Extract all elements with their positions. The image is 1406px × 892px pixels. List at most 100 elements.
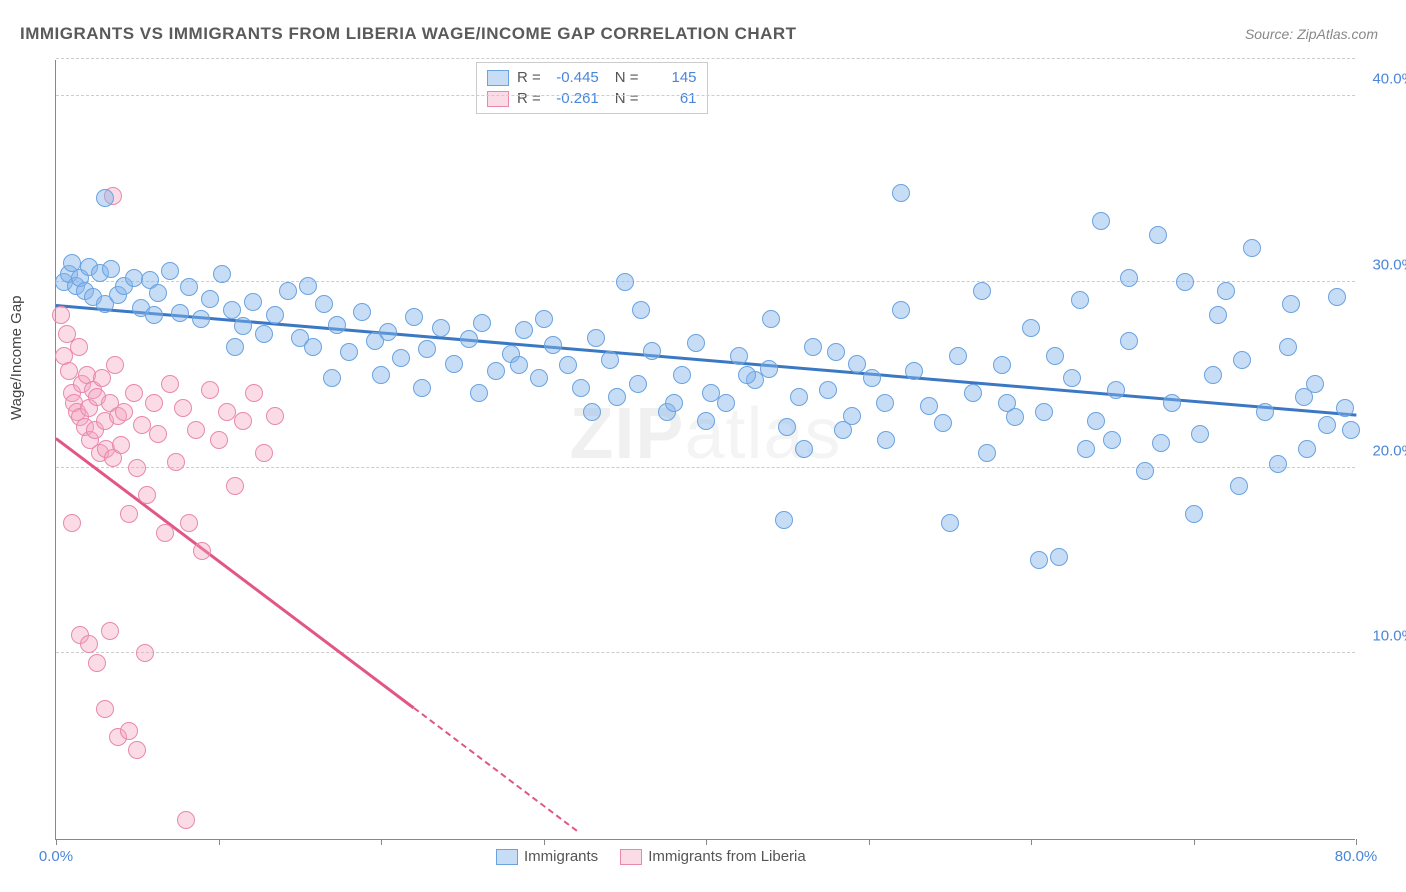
data-point: [70, 338, 88, 356]
data-point: [934, 414, 952, 432]
data-point: [1163, 394, 1181, 412]
data-point: [52, 306, 70, 324]
data-point: [572, 379, 590, 397]
data-point: [544, 336, 562, 354]
data-point: [876, 394, 894, 412]
data-point: [323, 369, 341, 387]
data-point: [827, 343, 845, 361]
data-point: [1306, 375, 1324, 393]
data-point: [372, 366, 390, 384]
data-point: [905, 362, 923, 380]
r-label-1: R =: [517, 90, 541, 107]
xtick: [1194, 839, 1195, 845]
xtick: [1356, 839, 1357, 845]
data-point: [1149, 226, 1167, 244]
data-point: [340, 343, 358, 361]
data-point: [432, 319, 450, 337]
data-point: [266, 407, 284, 425]
data-point: [187, 421, 205, 439]
data-point: [1336, 399, 1354, 417]
data-point: [1087, 412, 1105, 430]
data-point: [941, 514, 959, 532]
source-name: ZipAtlas.com: [1297, 26, 1378, 42]
data-point: [226, 338, 244, 356]
data-point: [1063, 369, 1081, 387]
data-point: [1279, 338, 1297, 356]
data-point: [1230, 477, 1248, 495]
n-label-1: N =: [615, 90, 639, 107]
trendline-dashed: [413, 707, 577, 831]
data-point: [145, 394, 163, 412]
data-point: [279, 282, 297, 300]
data-point: [244, 293, 262, 311]
ytick-label: 30.0%: [1372, 256, 1406, 273]
data-point: [149, 425, 167, 443]
data-point: [473, 314, 491, 332]
data-point: [1328, 288, 1346, 306]
xtick: [869, 839, 870, 845]
data-point: [487, 362, 505, 380]
data-point: [213, 265, 231, 283]
gridline-h: [56, 58, 1355, 59]
data-point: [1050, 548, 1068, 566]
xtick-label: 80.0%: [1335, 848, 1378, 865]
xtick: [1031, 839, 1032, 845]
data-point: [192, 310, 210, 328]
swatch-immigrants-bottom: [496, 849, 518, 865]
data-point: [1107, 381, 1125, 399]
data-point: [133, 416, 151, 434]
n-value-1: 61: [647, 90, 697, 107]
swatch-liberia-bottom: [620, 849, 642, 865]
data-point: [88, 654, 106, 672]
data-point: [629, 375, 647, 393]
data-point: [353, 303, 371, 321]
data-point: [632, 301, 650, 319]
data-point: [112, 436, 130, 454]
data-point: [1022, 319, 1040, 337]
data-point: [445, 355, 463, 373]
data-point: [1035, 403, 1053, 421]
data-point: [460, 330, 478, 348]
r-value-1: -0.261: [549, 90, 599, 107]
data-point: [167, 453, 185, 471]
data-point: [1191, 425, 1209, 443]
data-point: [949, 347, 967, 365]
data-point: [892, 301, 910, 319]
data-point: [877, 431, 895, 449]
gridline-h: [56, 652, 1355, 653]
data-point: [1046, 347, 1064, 365]
data-point: [226, 477, 244, 495]
data-point: [515, 321, 533, 339]
data-point: [234, 317, 252, 335]
data-point: [218, 403, 236, 421]
data-point: [392, 349, 410, 367]
data-point: [804, 338, 822, 356]
data-point: [379, 323, 397, 341]
data-point: [1092, 212, 1110, 230]
data-point: [1077, 440, 1095, 458]
data-point: [201, 381, 219, 399]
data-point: [601, 351, 619, 369]
xtick: [381, 839, 382, 845]
r-label-0: R =: [517, 69, 541, 86]
legend-label-1: Immigrants from Liberia: [648, 848, 806, 865]
data-point: [125, 384, 143, 402]
data-point: [138, 486, 156, 504]
data-point: [673, 366, 691, 384]
data-point: [795, 440, 813, 458]
data-point: [255, 325, 273, 343]
data-point: [1233, 351, 1251, 369]
gridline-h: [56, 95, 1355, 96]
data-point: [171, 304, 189, 322]
data-point: [128, 741, 146, 759]
data-point: [535, 310, 553, 328]
data-point: [583, 403, 601, 421]
data-point: [717, 394, 735, 412]
data-point: [1185, 505, 1203, 523]
data-point: [1342, 421, 1360, 439]
data-point: [1103, 431, 1121, 449]
data-point: [1256, 403, 1274, 421]
data-point: [1209, 306, 1227, 324]
data-point: [1204, 366, 1222, 384]
data-point: [973, 282, 991, 300]
